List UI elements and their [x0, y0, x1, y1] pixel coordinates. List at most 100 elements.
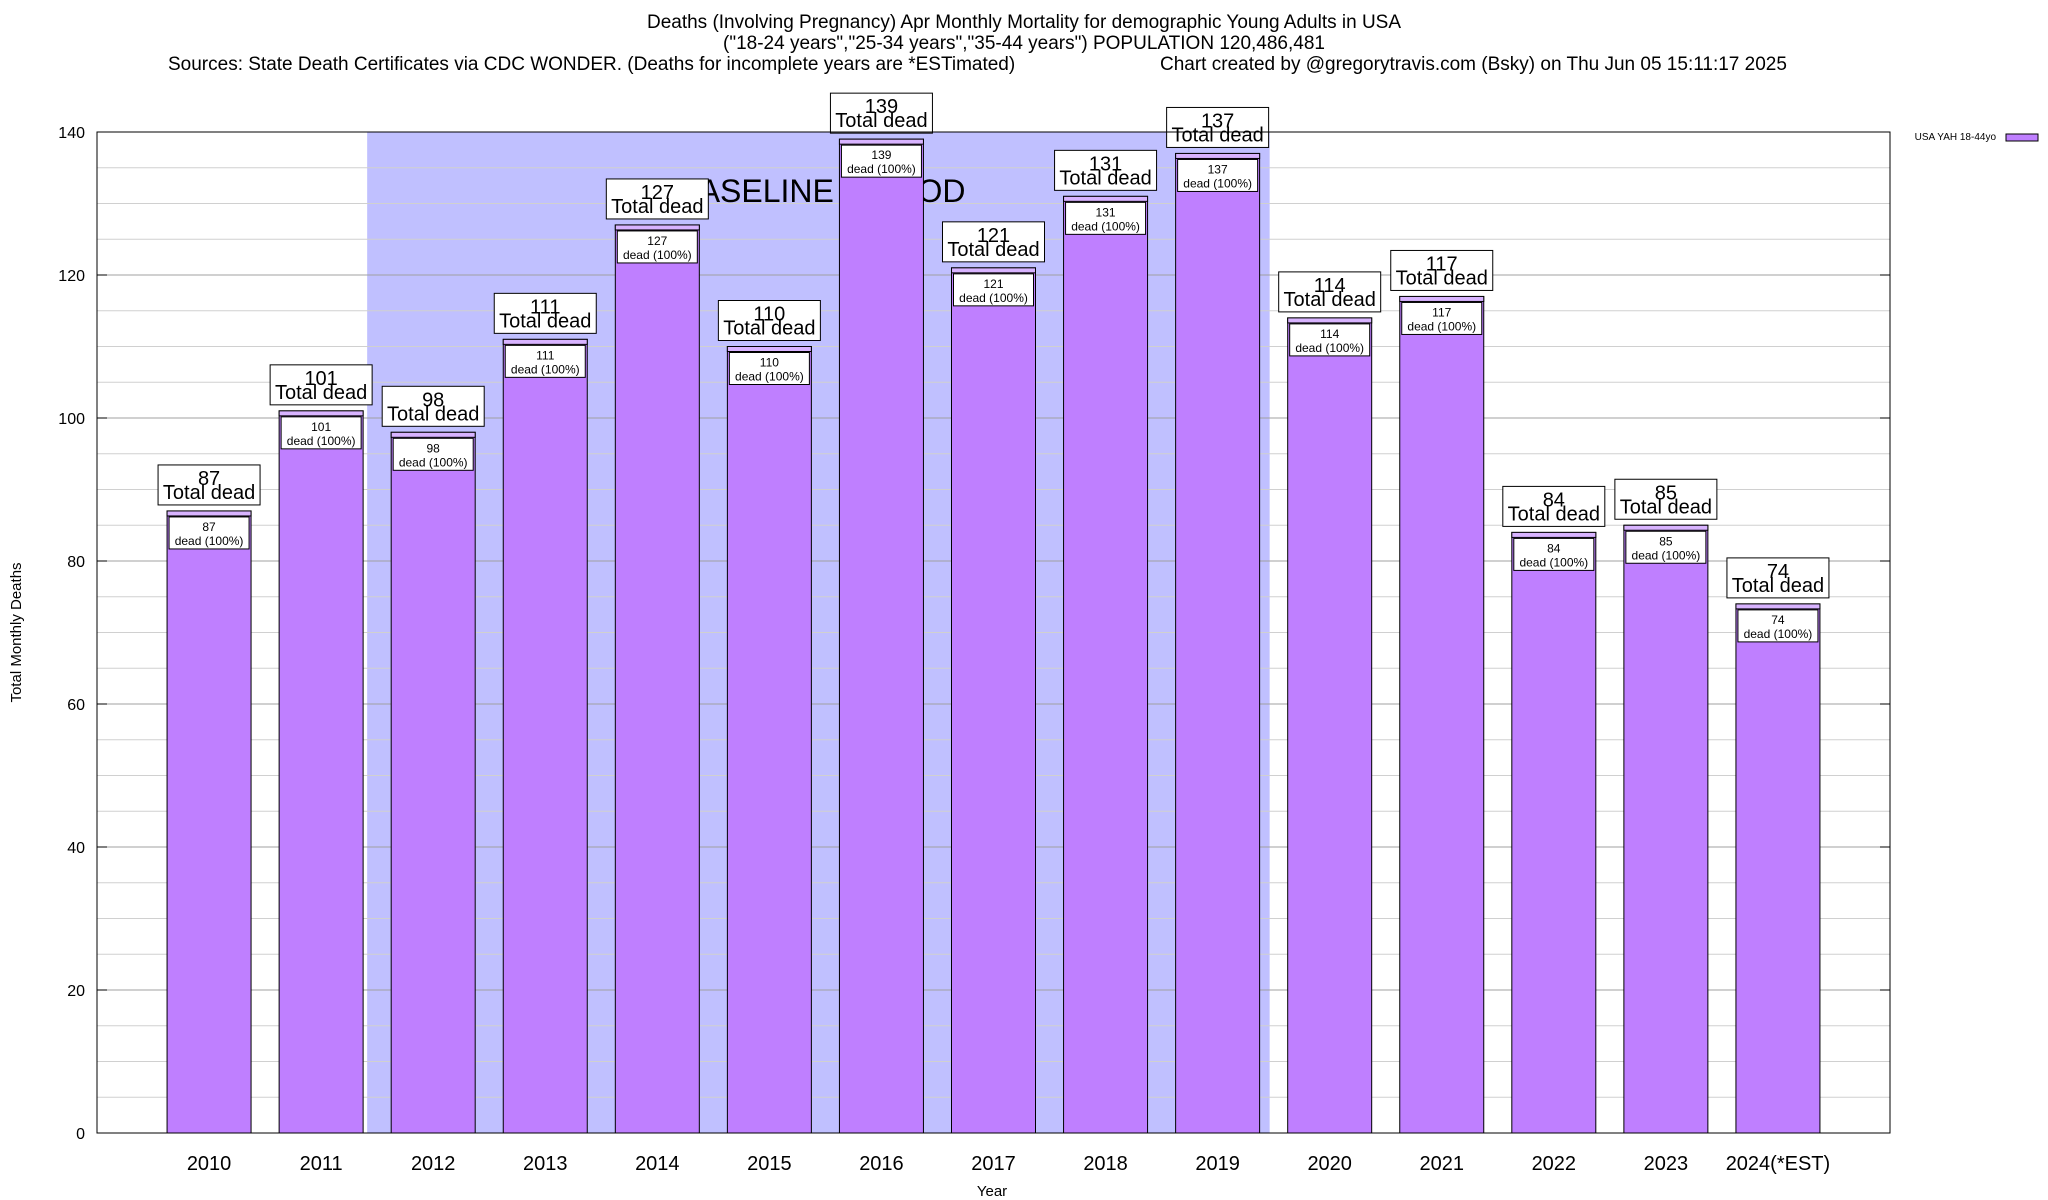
x-tick-label: 2022 — [1532, 1153, 1577, 1175]
bar-cap — [1063, 195, 1149, 202]
top-label-box — [269, 364, 373, 406]
x-tick-label: 2023 — [1644, 1153, 1689, 1175]
top-label-box — [493, 292, 597, 334]
inner-label-value: 117 — [1432, 305, 1451, 319]
inner-label-box — [280, 416, 362, 450]
x-tick-label: 2019 — [1195, 1153, 1240, 1175]
bar-cap — [1399, 295, 1485, 302]
top-label-text: Total dead — [275, 382, 367, 404]
bar-cap — [278, 410, 364, 417]
top-label-value: 137 — [1201, 110, 1234, 132]
inner-label-value: 84 — [1547, 541, 1561, 555]
inner-label-text: dead (100%) — [175, 534, 244, 548]
bar — [1399, 295, 1485, 1134]
bar — [1623, 524, 1709, 1134]
x-axis-label: Year — [977, 1183, 1007, 1200]
chart-sources: Sources: State Death Certificates via CD… — [168, 54, 1016, 75]
inner-label-box — [1177, 158, 1259, 192]
top-label-box — [717, 300, 821, 341]
inner-label-box — [1625, 530, 1707, 564]
inner-label-text: dead (100%) — [1183, 176, 1252, 190]
chart-title: Deaths (Involving Pregnancy) Apr Monthly… — [646, 12, 1402, 33]
top-label-value: 74 — [1767, 561, 1789, 583]
top-label-value: 101 — [304, 368, 337, 390]
top-label-value: 127 — [641, 182, 674, 204]
bar-cap — [951, 267, 1036, 274]
inner-label-value: 74 — [1771, 613, 1785, 627]
y-tick-label: 0 — [76, 1126, 85, 1143]
inner-label-text: dead (100%) — [511, 362, 580, 376]
bar-cap — [614, 224, 700, 231]
x-tick-label: 2014 — [635, 1153, 680, 1175]
x-tick-label: 2015 — [747, 1153, 792, 1175]
inner-label-box — [953, 273, 1034, 307]
top-label-text: Total dead — [1620, 496, 1712, 518]
inner-label-text: dead (100%) — [1744, 627, 1813, 641]
inner-label-value: 131 — [1096, 205, 1116, 219]
inner-label-value: 85 — [1659, 534, 1673, 548]
top-label-value: 139 — [865, 96, 898, 118]
top-label-value: 114 — [1314, 275, 1346, 297]
x-tick-label: 2016 — [859, 1153, 904, 1175]
x-tick-label: 2021 — [1420, 1153, 1465, 1175]
bar — [726, 346, 812, 1134]
inner-label-value: 121 — [983, 277, 1003, 291]
top-label-box — [1278, 271, 1382, 313]
inner-label-value: 127 — [647, 234, 667, 248]
inner-label-text: dead (100%) — [1071, 219, 1140, 233]
inner-label-text: dead (100%) — [399, 455, 468, 469]
inner-label-text: dead (100%) — [1519, 555, 1588, 569]
top-label-text: Total dead — [947, 239, 1039, 261]
top-label-box — [829, 92, 933, 134]
inner-label-box — [168, 516, 250, 550]
inner-label-text: dead (100%) — [959, 291, 1028, 305]
inner-label-box — [1065, 201, 1147, 235]
top-label-text: Total dead — [1059, 167, 1151, 189]
legend-swatch — [2005, 133, 2039, 142]
top-label-text: Total dead — [1171, 124, 1263, 146]
inner-label-value: 98 — [427, 441, 441, 455]
inner-label-box — [504, 344, 586, 378]
bar — [951, 267, 1036, 1134]
bar-cap — [1175, 152, 1261, 159]
bar-cap — [1511, 531, 1597, 538]
inner-label-text: dead (100%) — [1295, 341, 1364, 355]
top-label-value: 98 — [422, 389, 444, 411]
inner-label-box — [728, 352, 810, 385]
top-label-box — [1054, 149, 1158, 191]
top-label-box — [1502, 485, 1606, 527]
inner-label-box — [616, 230, 698, 264]
bar — [1287, 317, 1373, 1134]
x-tick-label: 2024(*EST) — [1726, 1153, 1831, 1175]
y-tick-label: 20 — [67, 983, 85, 1000]
top-label-box — [1390, 249, 1494, 291]
x-tick-label: 2011 — [300, 1153, 343, 1175]
top-label-box — [1726, 557, 1830, 599]
bar-cap — [1623, 524, 1709, 531]
x-tick-label: 2012 — [411, 1153, 456, 1175]
bar-cap — [502, 338, 588, 345]
legend-label: USA YAH 18-44yo — [1915, 132, 1997, 143]
x-tick-label: 2013 — [523, 1153, 568, 1175]
top-label-text: Total dead — [1732, 575, 1824, 597]
top-label-value: 85 — [1655, 482, 1677, 504]
y-tick-label: 120 — [58, 268, 85, 285]
inner-label-box — [392, 437, 474, 471]
top-label-value: 84 — [1543, 489, 1565, 511]
inner-label-text: dead (100%) — [847, 162, 916, 176]
inner-label-box — [840, 144, 922, 178]
bar — [502, 338, 588, 1134]
top-label-value: 117 — [1426, 253, 1458, 275]
y-tick-label: 40 — [67, 840, 85, 857]
top-label-text: Total dead — [611, 196, 703, 218]
top-label-box — [942, 221, 1045, 263]
inner-label-text: dead (100%) — [287, 434, 356, 448]
inner-label-text: dead (100%) — [1632, 548, 1701, 562]
inner-label-box — [1289, 323, 1371, 357]
x-tick-label: 2018 — [1083, 1153, 1128, 1175]
inner-label-value: 137 — [1208, 162, 1228, 176]
top-label-text: Total dead — [163, 482, 255, 504]
bar-cap — [1287, 317, 1373, 324]
y-axis-label: Total Monthly Deaths — [8, 562, 25, 702]
top-label-value: 111 — [530, 296, 560, 318]
